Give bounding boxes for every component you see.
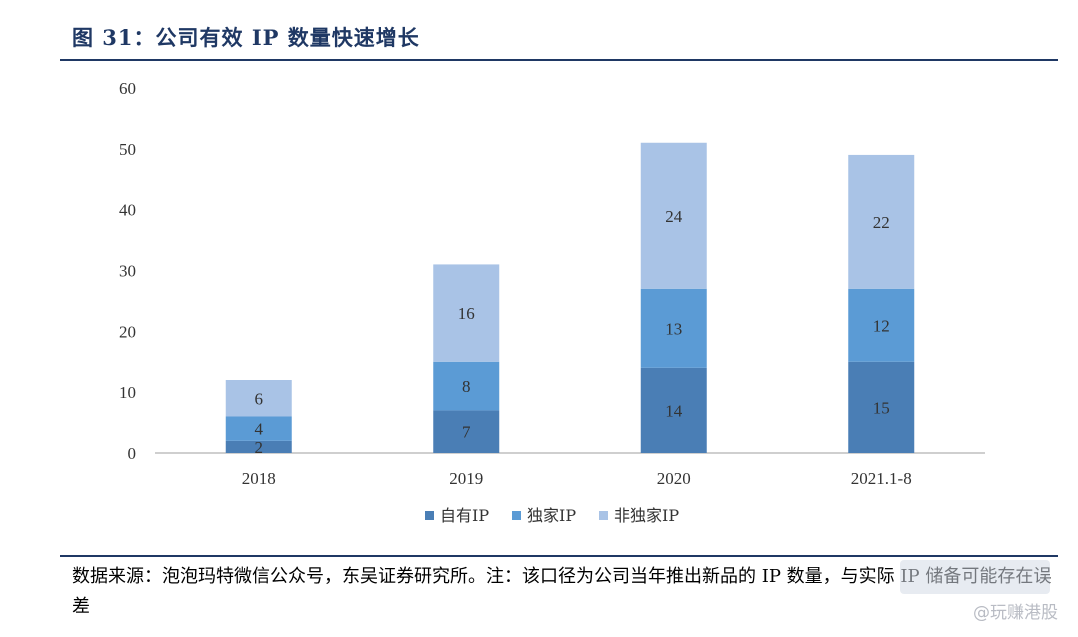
data-label: 7 — [462, 423, 471, 442]
figure-title: 图 31：公司有效 IP 数量快速增长 — [72, 25, 420, 50]
bar-segment — [848, 288, 915, 362]
y-tick-label: 30 — [119, 262, 136, 281]
bar-segment — [225, 440, 292, 453]
y-tick-label: 0 — [128, 444, 137, 463]
data-label: 14 — [665, 401, 683, 420]
data-label: 2 — [255, 438, 264, 457]
legend-swatch — [599, 511, 608, 520]
legend-label: 自有IP — [440, 506, 489, 525]
stacked-bar-chart: 0 10 20 30 40 50 60 24 6 2018 7 8 16 2019 14 13 24 2020 15… — [119, 79, 985, 525]
bar-segment — [225, 380, 292, 417]
bar-segment — [848, 154, 915, 289]
y-tick-label: 50 — [119, 140, 136, 159]
legend-swatch — [425, 511, 434, 520]
x-tick-label: 2019 — [449, 469, 483, 488]
data-label: 16 — [458, 304, 475, 323]
source-rule — [60, 555, 1058, 557]
y-tick-label: 20 — [119, 322, 136, 341]
x-tick-label: 2021.1-8 — [851, 469, 912, 488]
bar-segment — [848, 361, 915, 453]
data-label: 8 — [462, 377, 471, 396]
bar-segment — [225, 416, 292, 441]
legend-label: 独家IP — [527, 506, 576, 525]
watermark-logo — [900, 560, 1050, 594]
bar-segment — [433, 264, 500, 362]
source-note: 数据来源：泡泡玛特微信公众号，东吴证券研究所。注：该口径为公司当年推出新品的 I… — [72, 566, 1052, 617]
watermark-text: @玩赚港股 — [973, 603, 1058, 623]
title-rule — [60, 59, 1058, 61]
data-label: 12 — [873, 316, 890, 335]
bar-segment — [433, 410, 500, 453]
bar-segment — [640, 288, 707, 368]
bar-segment — [640, 367, 707, 453]
data-label: 15 — [873, 398, 890, 417]
x-tick-label: 2018 — [242, 469, 276, 488]
data-label: 13 — [665, 319, 682, 338]
data-label: 4 — [255, 420, 264, 439]
bar-segment — [433, 361, 500, 411]
data-label: 22 — [873, 213, 890, 232]
y-tick-label: 10 — [119, 383, 136, 402]
x-tick-label: 2020 — [657, 469, 691, 488]
y-tick-label: 40 — [119, 201, 136, 220]
bar-segment — [640, 142, 707, 289]
legend-label: 非独家IP — [614, 506, 679, 525]
data-label: 6 — [255, 389, 264, 408]
data-label: 24 — [665, 207, 683, 226]
y-tick-label: 60 — [119, 79, 136, 98]
legend-swatch — [512, 511, 521, 520]
